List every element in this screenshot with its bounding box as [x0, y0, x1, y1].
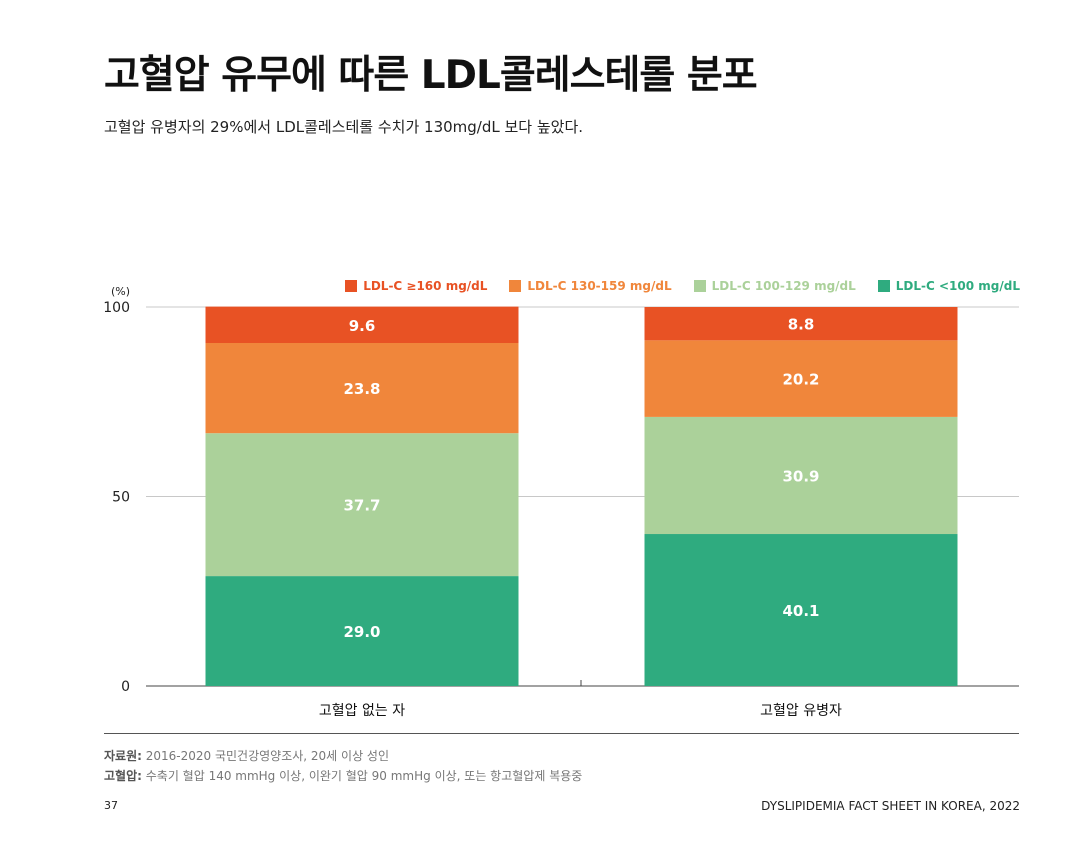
definition-note: 고혈압: 수축기 혈압 140 mmHg 이상, 이완기 혈압 90 mmHg …: [104, 766, 582, 786]
legend-item: LDL-C <100 mg/dL: [877, 279, 1020, 293]
data-label: 20.2: [782, 371, 819, 389]
legend-label: LDL-C 100-129 mg/dL: [711, 279, 856, 293]
y-tick-label: 0: [121, 679, 130, 695]
page-subtitle: 고혈압 유병자의 29%에서 LDL콜레스테롤 수치가 130mg/dL 보다 …: [104, 118, 584, 136]
legend-swatch: [877, 280, 890, 292]
data-label: 37.7: [343, 497, 380, 515]
footer-publication: DYSLIPIDEMIA FACT SHEET IN KOREA, 2022: [761, 799, 1020, 813]
source-label: 자료원:: [104, 749, 142, 763]
data-label: 9.6: [349, 317, 376, 335]
legend-swatch: [345, 280, 358, 292]
bar-segment: [205, 576, 519, 686]
data-label: 29.0: [343, 623, 380, 641]
source-text: 2016-2020 국민건강영양조사, 20세 이상 성인: [141, 749, 390, 763]
legend-item: LDL-C 100-129 mg/dL: [693, 279, 856, 293]
bar-segment: [644, 534, 958, 686]
definition-text: 수축기 혈압 140 mmHg 이상, 이완기 혈압 90 mmHg 이상, 또…: [141, 769, 583, 783]
bar-segment: [644, 307, 958, 341]
legend-swatch: [693, 280, 706, 292]
bar-segment: [205, 433, 519, 577]
legend-item: LDL-C ≥160 mg/dL: [345, 279, 487, 293]
chart-notes: 자료원: 2016-2020 국민건강영양조사, 20세 이상 성인 고혈압: …: [104, 746, 582, 786]
y-axis-unit: (%): [111, 285, 130, 298]
definition-label: 고혈압:: [104, 769, 142, 783]
category-label: 고혈압 유병자: [760, 703, 842, 719]
bar-segment: [644, 340, 958, 417]
legend-label: LDL-C <100 mg/dL: [895, 279, 1020, 293]
legend-label: LDL-C 130-159 mg/dL: [527, 279, 672, 293]
category-label: 고혈압 없는 자: [319, 703, 405, 719]
legend-swatch: [509, 280, 522, 292]
page-title: 고혈압 유무에 따른 LDL콜레스테롤 분포: [104, 53, 758, 98]
data-label: 40.1: [782, 602, 819, 620]
source-note: 자료원: 2016-2020 국민건강영양조사, 20세 이상 성인: [104, 746, 582, 766]
y-tick-label: 100: [103, 300, 130, 316]
page-number: 37: [104, 799, 118, 812]
footer-divider: [104, 733, 1019, 734]
bar-segment: [205, 306, 519, 344]
data-label: 8.8: [788, 316, 815, 334]
data-label: 23.8: [343, 380, 380, 398]
legend-label: LDL-C ≥160 mg/dL: [363, 279, 488, 293]
bar-segment: [205, 343, 519, 434]
y-tick-label: 50: [112, 490, 130, 506]
chart-legend: LDL-C ≥160 mg/dL LDL-C 130-159 mg/dL LDL-C…: [345, 279, 1020, 293]
bar-segment: [644, 416, 958, 535]
data-label: 30.9: [782, 467, 819, 485]
legend-item: LDL-C 130-159 mg/dL: [509, 279, 672, 293]
